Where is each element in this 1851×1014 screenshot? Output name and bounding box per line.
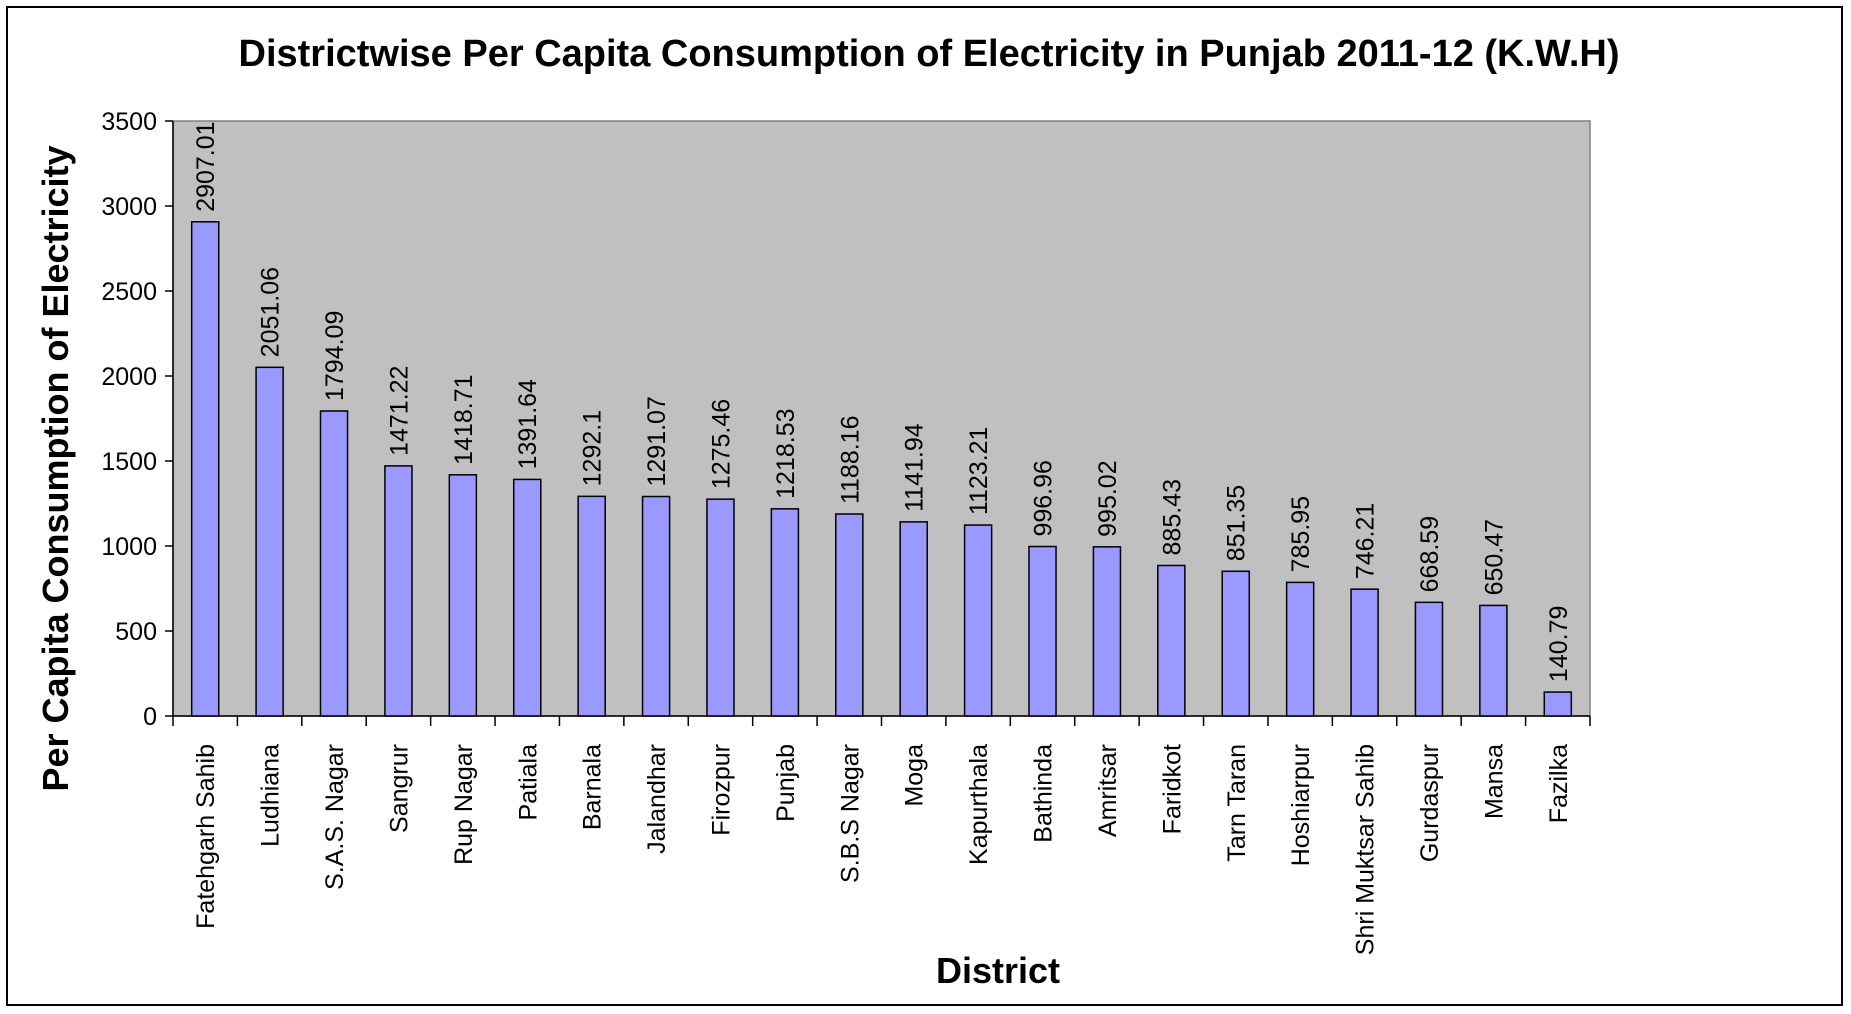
x-tick-label: Ludhiana <box>257 744 285 847</box>
data-label: 1391.64 <box>514 379 542 469</box>
bar <box>641 495 671 717</box>
bar <box>512 478 542 717</box>
y-tick-label: 3000 <box>101 193 157 221</box>
bar <box>835 513 864 717</box>
bar <box>1092 546 1122 717</box>
data-label: 746.21 <box>1352 503 1380 579</box>
data-label: 1123.21 <box>965 427 993 516</box>
bar <box>384 465 413 717</box>
bar <box>255 366 284 717</box>
data-label: 2051.06 <box>257 267 285 357</box>
data-label: 1141.94 <box>901 423 929 512</box>
x-tick-label: Fatehgarh Sahib <box>192 744 220 929</box>
data-label: 995.02 <box>1094 460 1122 536</box>
x-axis-title: District <box>936 950 1060 991</box>
data-label: 1794.09 <box>321 311 349 401</box>
data-label: 785.95 <box>1287 496 1315 572</box>
y-tick-label: 500 <box>115 618 157 646</box>
data-label: 996.96 <box>1030 460 1058 536</box>
bar <box>899 521 928 717</box>
x-tick-label: Hoshiarpur <box>1287 744 1315 866</box>
data-label: 2907.01 <box>192 121 220 211</box>
y-tick-label: 1500 <box>101 448 157 476</box>
bar <box>1221 570 1251 717</box>
x-tick-label: Faridkot <box>1158 744 1186 834</box>
x-tick-label: S.B.S Nagar <box>836 744 864 883</box>
x-tick-label: Tarn Taran <box>1223 744 1251 862</box>
bar <box>577 495 606 717</box>
data-label: 1188.16 <box>836 415 864 504</box>
y-tick-label: 0 <box>143 703 157 731</box>
x-tick-label: Punjab <box>772 744 800 822</box>
data-label: 1471.22 <box>385 366 413 456</box>
x-tick-label: Fazilka <box>1545 744 1573 823</box>
bar <box>1028 545 1057 717</box>
data-label: 140.79 <box>1545 606 1573 682</box>
x-tick-label: Sangrur <box>385 744 413 833</box>
bar <box>706 498 735 717</box>
x-tick-label: S.A.S. Nagar <box>321 744 349 890</box>
x-tick-label: Mansa <box>1480 744 1508 819</box>
bar <box>1414 601 1444 717</box>
bar <box>190 221 220 717</box>
bar-chart: Districtwise Per Capita Consumption of E… <box>35 33 1620 991</box>
y-tick-label: 3500 <box>101 108 157 136</box>
x-tick-label: Barnala <box>579 744 607 830</box>
bar <box>1479 604 1508 717</box>
y-axis-title: Per Capita Consumption of Electricity <box>35 145 76 791</box>
bar <box>1543 691 1573 717</box>
bar <box>1285 581 1315 717</box>
x-tick-label: Amritsar <box>1094 744 1122 837</box>
data-label: 1418.71 <box>450 374 478 464</box>
x-tick-label: Gurdaspur <box>1416 744 1444 862</box>
x-tick-label: Bathinda <box>1030 744 1058 843</box>
data-label: 885.43 <box>1158 479 1186 555</box>
bar <box>1350 588 1379 717</box>
bar <box>448 474 478 717</box>
bar <box>1157 564 1186 717</box>
y-tick-label: 2500 <box>101 278 157 306</box>
x-tick-label: Shri Muktsar Sahib <box>1352 744 1380 955</box>
chart-title: Districtwise Per Capita Consumption of E… <box>239 33 1620 75</box>
x-tick-label: Patiala <box>514 744 542 821</box>
data-label: 1291.07 <box>643 396 671 486</box>
x-tick-label: Firozpur <box>707 744 735 836</box>
y-tick-label: 2000 <box>101 363 157 391</box>
data-label: 851.35 <box>1223 485 1251 561</box>
bar <box>770 508 800 717</box>
x-tick-label: Rup Nagar <box>450 744 478 865</box>
x-tick-label: Kapurthala <box>965 744 993 865</box>
y-tick-label: 1000 <box>101 533 157 561</box>
bar <box>319 410 349 717</box>
data-label: 668.59 <box>1416 516 1444 592</box>
x-tick-label: Jalandhar <box>643 744 671 854</box>
data-label: 1292.1 <box>579 410 607 486</box>
bar <box>963 524 993 717</box>
x-tick-label: Moga <box>901 744 929 807</box>
data-label: 650.47 <box>1480 519 1508 595</box>
chart-frame: Districtwise Per Capita Consumption of E… <box>6 6 1843 1006</box>
data-label: 1275.46 <box>707 399 735 489</box>
data-label: 1218.53 <box>772 408 800 498</box>
